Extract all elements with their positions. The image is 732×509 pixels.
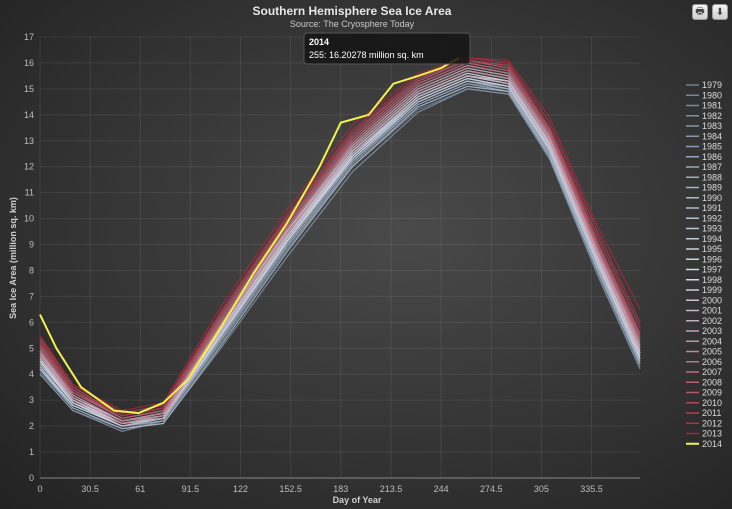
y-tick-label: 16	[24, 58, 34, 68]
legend-item-1985[interactable]: 1985	[702, 142, 722, 152]
y-tick-label: 5	[29, 343, 34, 353]
legend-item-2009[interactable]: 2009	[702, 388, 722, 398]
legend-item-1988[interactable]: 1988	[702, 172, 722, 182]
chart-title: Southern Hemisphere Sea Ice Area	[253, 4, 452, 18]
x-tick-label: 122	[233, 484, 248, 494]
legend-item-1999[interactable]: 1999	[702, 285, 722, 295]
legend-item-1982[interactable]: 1982	[702, 111, 722, 121]
y-tick-label: 17	[24, 32, 34, 42]
series-line-2002	[39, 75, 641, 427]
legend-item-1984[interactable]: 1984	[702, 131, 722, 141]
legend-item-1997[interactable]: 1997	[702, 265, 722, 275]
x-tick-label: 0	[37, 484, 42, 494]
x-tick-label: 183	[333, 484, 348, 494]
legend-item-1993[interactable]: 1993	[702, 224, 722, 234]
tooltip-series: 2014	[309, 37, 329, 47]
y-tick-label: 8	[29, 265, 34, 275]
series-line-2014	[39, 56, 460, 415]
series-line-1990	[39, 85, 641, 430]
legend-item-1996[interactable]: 1996	[702, 254, 722, 264]
legend-item-2001[interactable]: 2001	[702, 306, 722, 316]
legend: 1979198019811982198319841985198619871988…	[686, 80, 722, 449]
legend-item-2014[interactable]: 2014	[702, 439, 722, 449]
legend-item-2003[interactable]: 2003	[702, 326, 722, 336]
tooltip: 2014 255: 16.20278 million sq. km	[303, 32, 471, 65]
legend-item-2010[interactable]: 2010	[702, 398, 722, 408]
legend-item-2013[interactable]: 2013	[702, 429, 722, 439]
legend-item-2004[interactable]: 2004	[702, 336, 722, 346]
x-tick-label: 305	[534, 484, 549, 494]
series-layer	[39, 56, 641, 432]
x-axis-ticks: 0 30.5 61 91.5 122 152.5 183 213.5 244 274.5 305 33…	[37, 484, 602, 494]
legend-item-1992[interactable]: 1992	[702, 213, 722, 223]
legend-item-2007[interactable]: 2007	[702, 367, 722, 377]
legend-item-1983[interactable]: 1983	[702, 121, 722, 131]
x-tick-label: 213.5	[380, 484, 403, 494]
legend-item-1980[interactable]: 1980	[702, 90, 722, 100]
y-tick-label: 10	[24, 214, 34, 224]
y-tick-label: 11	[25, 188, 34, 198]
chart-subtitle: Source: The Cryosphere Today	[290, 19, 415, 29]
legend-item-1991[interactable]: 1991	[702, 203, 722, 213]
series-line-2011	[39, 59, 641, 414]
y-tick-label: 2	[29, 421, 34, 431]
y-tick-label: 9	[29, 240, 34, 250]
legend-item-1995[interactable]: 1995	[702, 244, 722, 254]
legend-item-1989[interactable]: 1989	[702, 183, 722, 193]
legend-item-2002[interactable]: 2002	[702, 316, 722, 326]
legend-item-2011[interactable]: 2011	[702, 408, 721, 418]
y-tick-label: 4	[29, 369, 34, 379]
series-line-2007	[39, 62, 641, 419]
y-tick-label: 12	[24, 162, 34, 172]
y-tick-label: 14	[24, 110, 34, 120]
series-line-2008	[39, 59, 641, 417]
x-tick-label: 335.5	[580, 484, 603, 494]
y-tick-label: 0	[29, 473, 34, 483]
y-axis-label: Sea Ice Area (million sq. km)	[8, 197, 18, 319]
legend-item-1994[interactable]: 1994	[702, 234, 722, 244]
x-tick-label: 244	[434, 484, 449, 494]
legend-item-1979[interactable]: 1979	[702, 80, 722, 90]
x-tick-label: 61	[135, 484, 145, 494]
series-line-2013	[39, 57, 641, 412]
legend-item-1987[interactable]: 1987	[702, 162, 722, 172]
legend-item-2006[interactable]: 2006	[702, 357, 722, 367]
legend-item-2008[interactable]: 2008	[702, 377, 722, 387]
printer-icon: 🖶	[695, 5, 705, 17]
legend-item-2005[interactable]: 2005	[702, 347, 722, 357]
y-tick-label: 13	[24, 136, 34, 146]
legend-item-1981[interactable]: 1981	[702, 101, 722, 111]
y-tick-label: 6	[29, 317, 34, 327]
y-tick-label: 1	[29, 447, 34, 457]
x-tick-label: 91.5	[182, 484, 200, 494]
y-tick-label: 7	[29, 291, 34, 301]
legend-item-2000[interactable]: 2000	[702, 295, 722, 305]
legend-item-1998[interactable]: 1998	[702, 275, 722, 285]
y-tick-label: 15	[24, 84, 34, 94]
print-button[interactable]: 🖶	[692, 4, 708, 20]
x-tick-label: 274.5	[480, 484, 503, 494]
legend-item-1990[interactable]: 1990	[702, 193, 722, 203]
series-line-2012	[39, 57, 641, 417]
series-line-2010	[39, 59, 641, 417]
series-line-2005	[39, 70, 641, 425]
y-tick-label: 3	[29, 395, 34, 405]
tooltip-value: 255: 16.20278 million sq. km	[309, 50, 424, 60]
x-axis-label: Day of Year	[333, 495, 382, 505]
x-tick-label: 30.5	[81, 484, 99, 494]
legend-item-1986[interactable]: 1986	[702, 152, 722, 162]
series-line-2009	[39, 62, 641, 419]
legend-item-2012[interactable]: 2012	[702, 418, 722, 428]
download-icon: ⬇	[715, 6, 725, 18]
export-button[interactable]: ⬇	[712, 4, 728, 20]
x-tick-label: 152.5	[279, 484, 302, 494]
series-line-2006	[39, 64, 641, 422]
